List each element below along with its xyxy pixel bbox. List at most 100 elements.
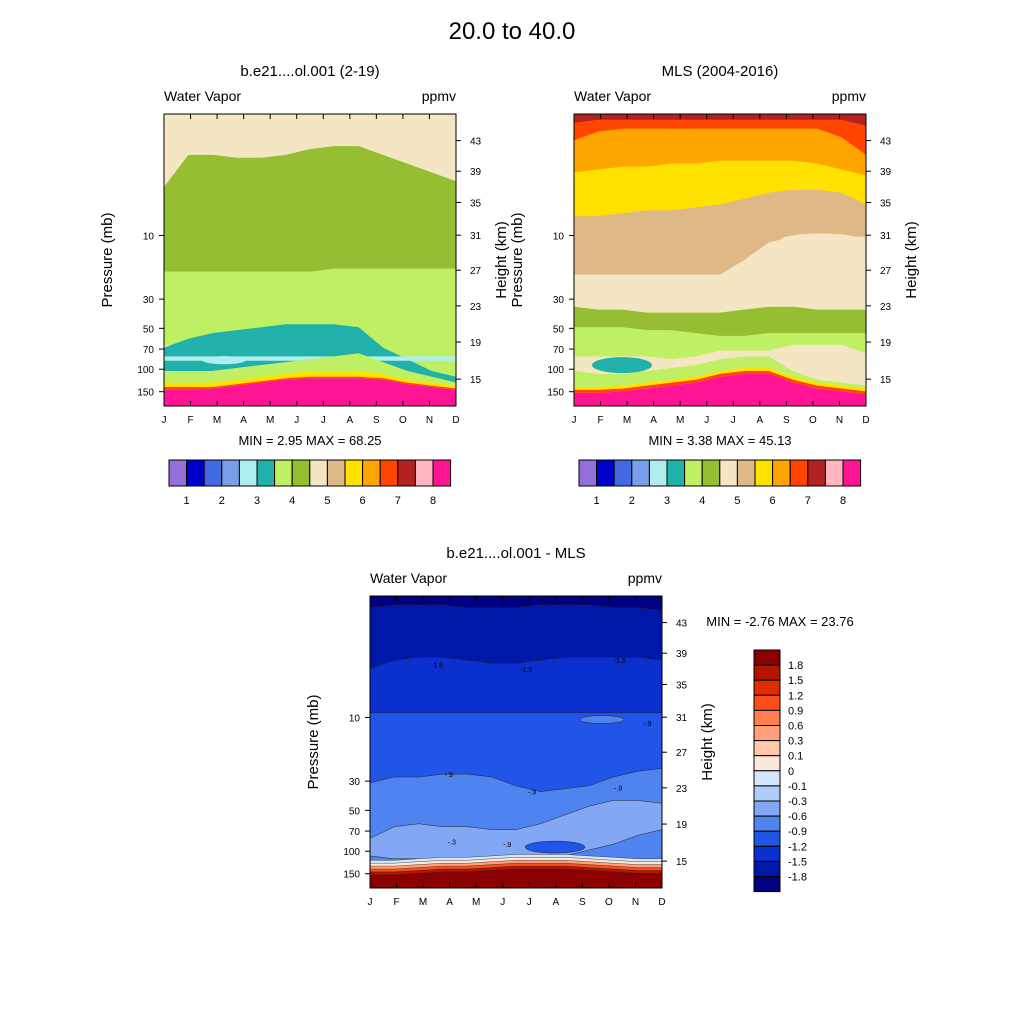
colorbar-swatch [397, 459, 416, 487]
pressure-tick-label: 50 [553, 324, 565, 335]
diff-contour-label: -.9 [614, 785, 622, 792]
colorbar-label: 3 [664, 495, 670, 507]
height-tick-label: 23 [880, 302, 892, 313]
x-tick-label: O [809, 415, 817, 426]
height-tick-label: 27 [470, 266, 482, 277]
height-tick-label: 27 [676, 748, 688, 759]
pressure-tick-label: 30 [553, 295, 565, 306]
colorbar-label: 5 [324, 495, 330, 507]
diff-panel-field [369, 596, 663, 889]
diff-panel-patch [579, 715, 625, 724]
height-tick-label: 31 [470, 231, 482, 242]
colorbar-label: 1 [184, 495, 190, 507]
x-tick-label: A [756, 415, 763, 426]
panel-variable-label: Water Vapor [370, 570, 447, 586]
panel-title: b.e21....ol.001 (2-19) [240, 63, 379, 80]
colorbar-swatch [753, 785, 781, 802]
left-panel-contour-band [164, 371, 456, 389]
colorbar-swatch [719, 459, 738, 487]
plot-frame [573, 113, 867, 407]
pressure-tick-label: 70 [553, 345, 565, 356]
pressure-tick-label: 50 [143, 324, 155, 335]
height-tick-label: 15 [470, 375, 482, 386]
x-tick-label: F [597, 415, 603, 426]
left-panel-contour-band [164, 376, 456, 390]
colorbar-label: 4 [289, 495, 295, 507]
x-tick-label: A [446, 897, 453, 908]
x-tick-label: N [836, 415, 843, 426]
x-tick-label: F [393, 897, 399, 908]
x-tick-label: J [731, 415, 736, 426]
height-tick-label: 31 [880, 231, 892, 242]
plot-frame [163, 113, 457, 407]
x-tick-label: J [572, 415, 577, 426]
colorbar-label: -1.2 [788, 841, 807, 853]
diff-contour-label: -1.5 [520, 667, 532, 674]
right-panel-contour-band [574, 368, 866, 392]
pressure-tick-label: 50 [349, 806, 361, 817]
pressure-tick-label: 30 [349, 777, 361, 788]
pressure-tick-label: 150 [137, 388, 154, 399]
colorbar-swatch [613, 459, 633, 487]
height-tick-label: 43 [880, 137, 892, 148]
pressure-tick-label: 100 [343, 847, 360, 858]
left-panel-contour-band [164, 378, 456, 406]
colorbar-swatch [753, 725, 781, 742]
y-axis-label: Pressure (mb) [305, 694, 322, 789]
x-tick-label: N [632, 897, 639, 908]
diff-contour-label: -1.5 [614, 658, 626, 665]
diff-contour-label: -1.5 [431, 663, 443, 670]
left-colorbar [168, 459, 452, 487]
colorbar-swatch [648, 459, 668, 487]
y-axis-label-right: Height (km) [493, 221, 510, 299]
colorbar-swatch [753, 740, 781, 757]
x-tick-label: D [862, 415, 869, 426]
colorbar-swatch [754, 459, 774, 487]
colorbar-swatch [736, 459, 756, 487]
colorbar-swatch [807, 459, 826, 487]
x-tick-label: J [321, 415, 326, 426]
colorbar-swatch [238, 459, 258, 487]
colorbar-swatch [379, 459, 399, 487]
y-axis-label: Pressure (mb) [99, 212, 116, 307]
colorbar-swatch [753, 800, 781, 817]
colorbar-label: 6 [770, 495, 776, 507]
height-tick-label: 35 [880, 198, 892, 209]
x-tick-label: F [187, 415, 193, 426]
colorbar-swatch [274, 459, 293, 487]
height-tick-label: 39 [470, 167, 482, 178]
plot-frame [369, 595, 663, 889]
diff-contour-label: -.3 [448, 839, 456, 846]
pressure-tick-label: 150 [547, 388, 564, 399]
height-tick-label: 23 [470, 302, 482, 313]
colorbar-swatch [362, 459, 381, 487]
height-tick-label: 15 [676, 857, 688, 868]
height-tick-label: 35 [470, 198, 482, 209]
x-tick-label: J [368, 897, 373, 908]
pressure-tick-label: 150 [343, 870, 360, 881]
colorbar-label: -0.3 [788, 796, 807, 808]
colorbar-label: 2 [219, 495, 225, 507]
colorbar-swatch [344, 459, 364, 487]
right-colorbar [578, 459, 862, 487]
y-axis-label: Pressure (mb) [509, 212, 526, 307]
colorbar-swatch [753, 649, 781, 666]
colorbar-label: 5 [734, 495, 740, 507]
left-panel-min-region [202, 356, 246, 365]
colorbar-label: 3 [254, 495, 260, 507]
colorbar-label: 8 [840, 495, 846, 507]
colorbar-label: -0.1 [788, 781, 807, 793]
colorbar-swatch [221, 459, 240, 487]
colorbar-label: 4 [699, 495, 705, 507]
x-tick-label: J [294, 415, 299, 426]
pressure-tick-label: 10 [553, 231, 565, 242]
diff-contour-label: -.9 [503, 842, 511, 849]
colorbar-label: 2 [629, 495, 635, 507]
x-tick-label: A [650, 415, 657, 426]
colorbar-swatch [753, 694, 781, 711]
diff-colorbar [753, 649, 781, 893]
height-tick-label: 35 [676, 680, 688, 691]
colorbar-label: 6 [360, 495, 366, 507]
height-tick-label: 19 [470, 338, 482, 349]
